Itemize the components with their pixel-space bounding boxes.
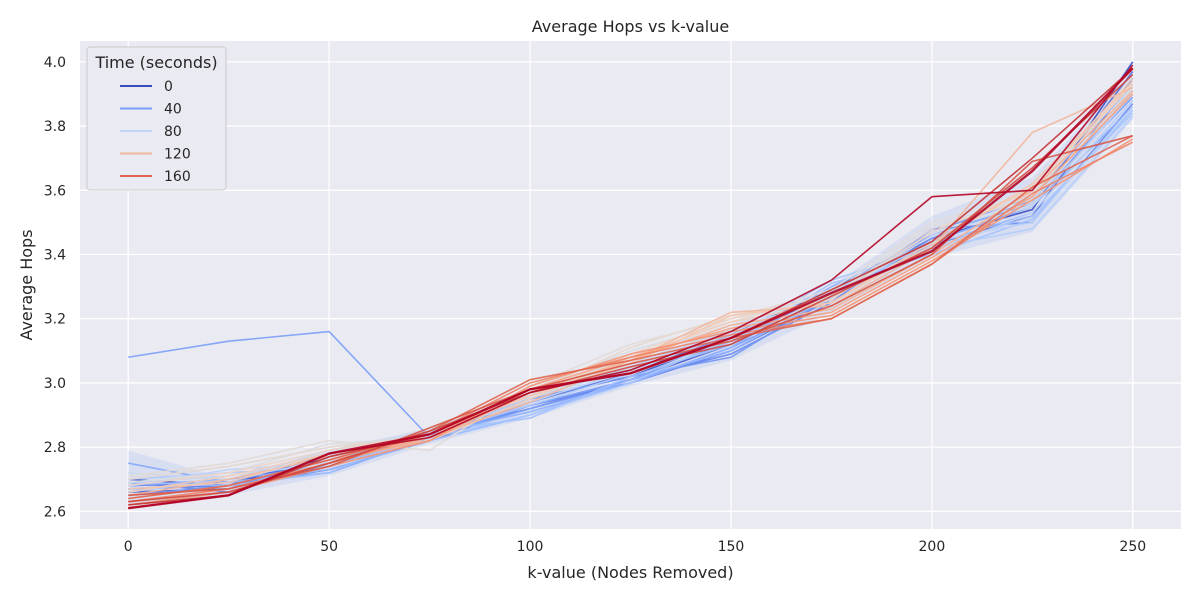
legend-label: 120 [164, 147, 191, 163]
y-tick-label: 4.0 [44, 55, 66, 71]
x-tick-label: 50 [320, 539, 338, 555]
series-line [128, 67, 1134, 510]
legend-label: 40 [164, 102, 182, 118]
legend-entries: 0 40 80 120 160 [120, 79, 191, 185]
x-tick-label: 200 [919, 539, 946, 555]
y-axis-title: Average Hops [17, 229, 36, 340]
y-tick-label: 3.2 [44, 312, 66, 328]
x-tick-label: 250 [1119, 539, 1146, 555]
x-tick-label: 100 [517, 539, 544, 555]
legend-label: 80 [164, 124, 182, 140]
legend-label: 160 [164, 169, 191, 185]
y-tick-label: 3.6 [44, 183, 66, 199]
legend: Time (seconds) 0 40 80 120 160 [86, 46, 227, 191]
x-tick-label: 0 [124, 539, 133, 555]
y-tick-labels: 2.6 2.8 3.0 3.2 3.4 3.6 3.8 4.0 [44, 55, 66, 520]
plot-background [80, 41, 1181, 529]
series-line [128, 83, 1134, 477]
series-line [128, 109, 1134, 487]
chart-title: Average Hops vs k-value [532, 17, 729, 36]
x-axis-title: k-value (Nodes Removed) [527, 563, 733, 582]
y-tick-label: 3.0 [44, 376, 66, 392]
y-tick-label: 3.8 [44, 119, 66, 135]
legend-title: Time (seconds) [94, 53, 217, 72]
legend-label: 0 [164, 79, 173, 95]
grid [80, 41, 1181, 529]
y-tick-label: 2.8 [44, 440, 66, 456]
x-tick-labels: 0 50 100 150 200 250 [124, 539, 1146, 555]
y-tick-label: 3.4 [44, 248, 66, 264]
series-line [128, 74, 1134, 503]
series-line [128, 141, 1134, 503]
x-tick-label: 150 [718, 539, 745, 555]
y-tick-label: 2.6 [44, 504, 66, 520]
series-lines [128, 61, 1134, 510]
